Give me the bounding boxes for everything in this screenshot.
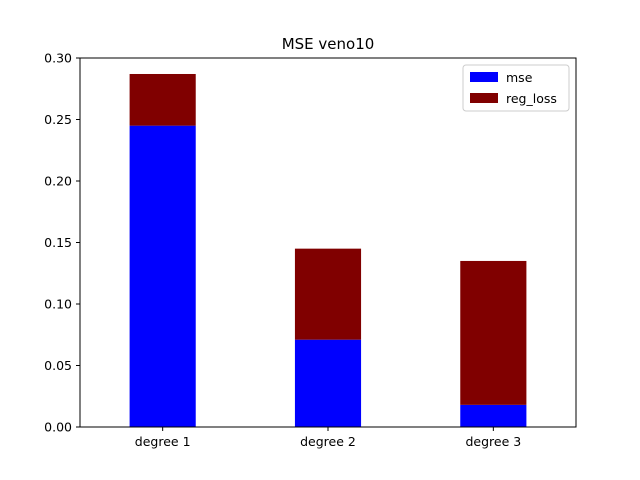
bar-reg-loss-3	[460, 260, 527, 405]
legend: mse reg_loss	[462, 64, 570, 112]
bars-group	[129, 73, 527, 428]
legend-swatch-mse	[470, 72, 498, 82]
chart-title: MSE veno10	[282, 35, 375, 53]
y-tick-label: 0.10	[44, 297, 72, 312]
bar-mse-3	[460, 404, 527, 427]
y-tick-label: 0.15	[44, 235, 72, 250]
y-tick-label: 0.30	[44, 51, 72, 66]
bar-mse-2	[294, 339, 362, 427]
y-tick-label: 0.25	[44, 112, 72, 127]
x-tick-label: degree 1	[135, 434, 191, 449]
bar-reg-loss-2	[294, 248, 362, 340]
legend-label-reg-loss: reg_loss	[506, 91, 557, 106]
y-axis: 0.00 0.05 0.10 0.15 0.20 0.25 0.30	[44, 51, 80, 435]
legend-swatch-reg-loss	[470, 93, 498, 103]
bar-reg-loss-1	[129, 73, 196, 126]
plot-frame	[79, 57, 577, 428]
y-tick-label: 0.00	[44, 420, 72, 435]
bar-mse-1	[129, 125, 196, 428]
y-tick-label: 0.05	[44, 358, 72, 373]
x-axis: degree 1 degree 2 degree 3	[135, 427, 521, 449]
x-tick-label: degree 3	[465, 434, 521, 449]
legend-label-mse: mse	[506, 70, 533, 85]
x-tick-label: degree 2	[300, 434, 356, 449]
y-tick-label: 0.20	[44, 174, 72, 189]
